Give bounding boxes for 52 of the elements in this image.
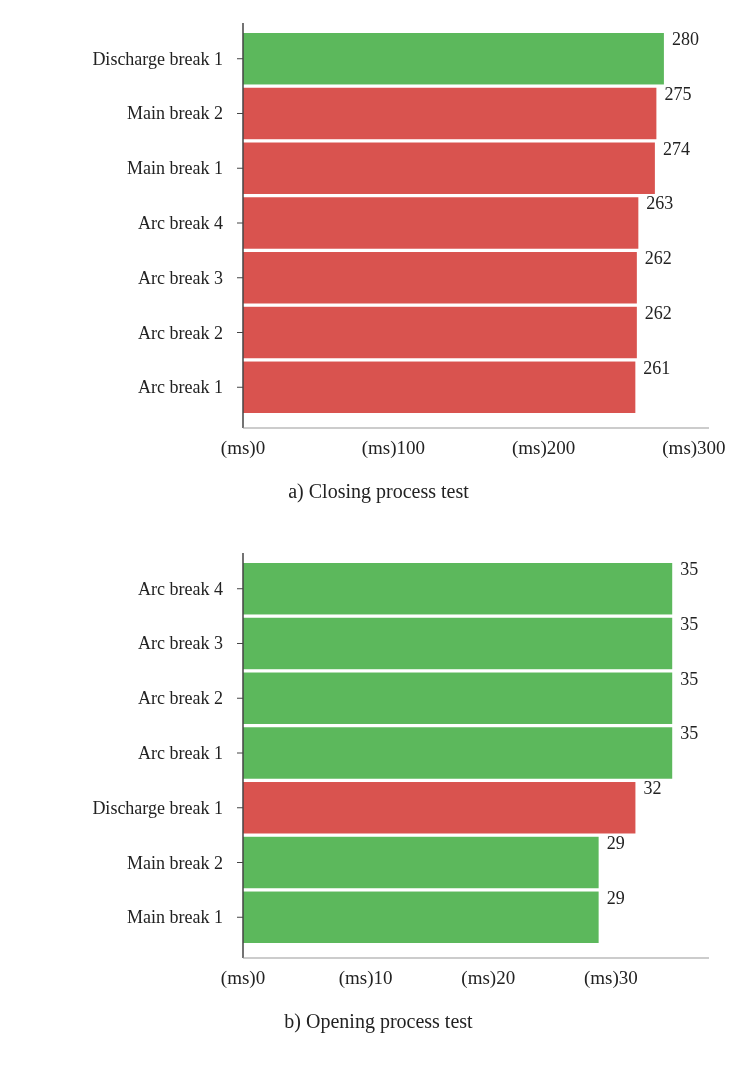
data-label: 280 [671, 29, 699, 49]
data-label: 29 [606, 887, 625, 908]
data-label: 35 [680, 723, 699, 744]
y-tick-label: Main break 1 [127, 158, 223, 179]
bar [243, 891, 599, 943]
x-tick-label: (ms)30 [583, 967, 638, 989]
y-tick-label: Arc break 1 [138, 377, 223, 398]
bar [243, 306, 637, 359]
data-label: 262 [644, 302, 672, 323]
y-tick-label: Discharge break 1 [92, 48, 223, 69]
bar [243, 727, 673, 779]
bar [243, 617, 673, 670]
x-tick-label: (ms)0 [220, 437, 266, 459]
bar [243, 836, 599, 889]
bar [243, 361, 636, 413]
data-label: 274 [662, 138, 690, 159]
data-label: 32 [643, 778, 662, 799]
bar [243, 142, 655, 194]
y-tick-label: Arc break 4 [138, 213, 223, 233]
data-label: 275 [664, 83, 692, 104]
data-label: 29 [606, 832, 625, 853]
bar [243, 563, 673, 615]
x-tick-label: (ms)100 [361, 437, 425, 459]
x-tick-label: (ms)300 [662, 437, 726, 459]
y-tick-label: Main break 1 [127, 907, 223, 928]
y-tick-label: Main break 2 [127, 852, 223, 873]
bar [243, 33, 664, 85]
y-tick-label: Arc break 4 [138, 578, 223, 599]
data-label: 261 [643, 357, 671, 378]
y-tick-label: Discharge break 1 [92, 797, 223, 818]
y-tick-label: Arc break 1 [138, 743, 223, 763]
y-tick-label: Arc break 2 [138, 322, 223, 343]
bar [243, 87, 657, 140]
y-tick-label: Arc break 3 [138, 633, 223, 654]
bar [243, 672, 673, 724]
text: b) Opening process test [284, 1010, 474, 1033]
bar [243, 197, 639, 249]
data-label: 35 [680, 668, 699, 689]
x-tick-label: (ms)200 [511, 437, 576, 459]
data-label: 35 [680, 559, 699, 579]
data-label: 262 [644, 248, 672, 269]
y-tick-label: Main break 2 [127, 103, 223, 124]
bar [243, 782, 636, 834]
y-tick-label: Arc break 2 [138, 688, 223, 709]
text: a) Closing process test [288, 480, 470, 503]
x-tick-label: (ms)10 [338, 967, 393, 989]
data-label: 35 [680, 613, 699, 634]
y-tick-label: Arc break 3 [138, 267, 223, 288]
bar [243, 252, 637, 304]
x-tick-label: (ms)20 [461, 967, 516, 989]
x-tick-label: (ms)0 [220, 967, 266, 989]
data-label: 263 [646, 193, 674, 214]
